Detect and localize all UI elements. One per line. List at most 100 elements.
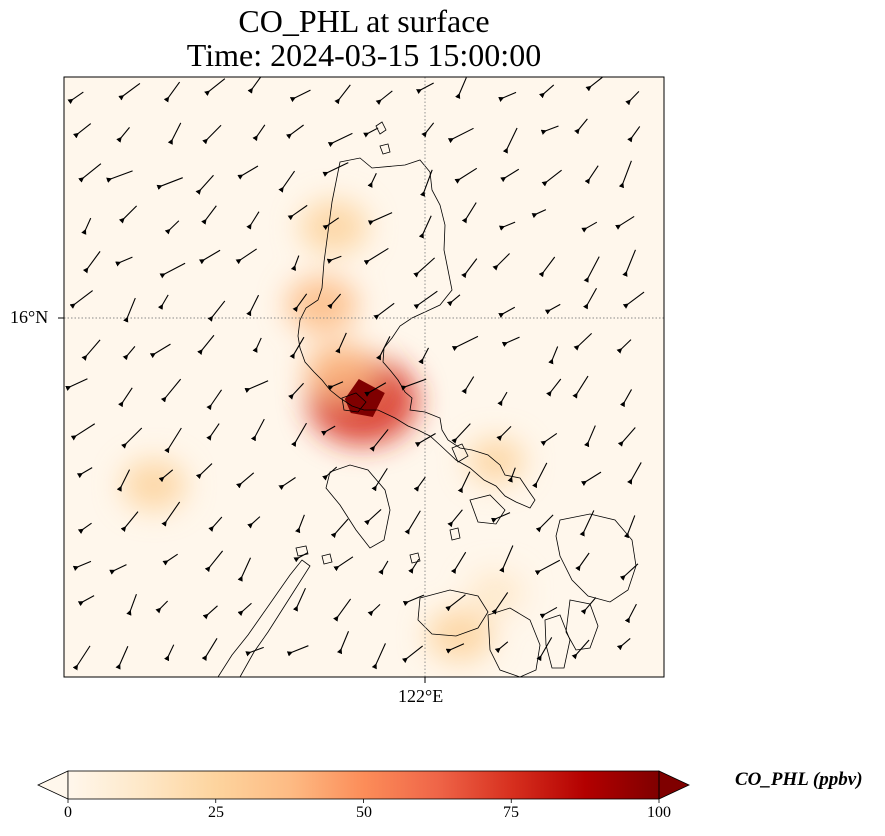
wind-arrow <box>400 378 427 391</box>
wind-arrow <box>237 557 252 582</box>
wind-arrow <box>496 426 512 441</box>
wind-arrow <box>540 433 558 446</box>
hotspot-northern-luzon <box>300 199 368 255</box>
wind-arrow <box>418 347 430 365</box>
wind-arrow <box>507 467 516 483</box>
laguna-lake <box>341 392 367 413</box>
wind-arrow <box>418 215 432 239</box>
wind-arrow <box>292 587 306 612</box>
wind-arrow <box>501 336 520 347</box>
wind-arrow <box>491 592 509 615</box>
wind-arrow <box>575 552 590 572</box>
wind-arrow <box>116 127 130 143</box>
wind-arrow <box>461 376 475 395</box>
wind-arrow <box>579 510 595 537</box>
wind-arrow <box>532 462 548 489</box>
wind-arrow <box>535 514 554 533</box>
wind-arrow <box>236 472 255 489</box>
wind-arrow <box>401 645 424 664</box>
wind-arrow <box>199 249 221 265</box>
wind-arrow <box>371 468 388 492</box>
wind-arrow <box>572 375 589 399</box>
wind-arrow <box>322 217 340 231</box>
wind-arrow <box>326 255 342 264</box>
samar-coastline <box>555 513 637 603</box>
wind-arrow <box>363 127 379 138</box>
babuyan-islet <box>379 143 391 155</box>
wind-arrow <box>582 288 597 310</box>
wind-arrow <box>539 606 558 619</box>
wind-arrow <box>413 290 438 310</box>
wind-arrow <box>250 418 265 442</box>
colorbar-tick-marks <box>67 799 660 803</box>
wind-arrow <box>77 595 95 607</box>
wind-arrow <box>321 425 336 436</box>
wind-arrow <box>616 638 631 651</box>
wind-arrow <box>204 78 226 96</box>
title-variable: CO_PHL at surface <box>238 3 490 39</box>
wind-arrow <box>584 165 599 185</box>
colorbar-tick-25: 25 <box>208 804 224 821</box>
wind-arrow <box>164 220 180 235</box>
wind-arrow <box>252 124 266 142</box>
wind-arrow <box>371 643 386 670</box>
wind-arrow <box>461 202 477 224</box>
wind-arrow <box>286 645 309 657</box>
wind-arrow <box>367 173 377 188</box>
wind-arrow <box>164 427 182 454</box>
map-frame <box>63 76 665 678</box>
wind-arrow <box>376 336 391 361</box>
wind-arrow <box>160 378 182 403</box>
wind-arrow <box>122 346 136 361</box>
wind-arrow <box>364 382 387 397</box>
wind-arrow <box>295 514 305 534</box>
wind-arrow <box>461 258 478 279</box>
wind-arrow <box>616 339 632 354</box>
wind-arrow <box>617 427 636 447</box>
wind-arrow <box>235 248 257 265</box>
wind-arrow <box>195 174 214 195</box>
wind-arrow <box>546 378 562 397</box>
panay-coastline <box>417 589 489 637</box>
colorbar-ramp <box>68 771 659 799</box>
colorbar-label: CO_PHL (ppbv) <box>735 769 863 790</box>
wind-arrow <box>375 90 393 106</box>
wind-arrow <box>278 170 296 193</box>
wind-arrow <box>402 594 425 607</box>
wind-arrow <box>627 462 642 485</box>
wind-arrow <box>498 221 516 231</box>
hotspot-south-china-sea-plume <box>121 459 187 511</box>
wind-arrow <box>322 162 349 177</box>
islet-c <box>409 552 421 564</box>
wind-arrow <box>364 509 382 526</box>
wind-arrow <box>369 429 389 452</box>
wind-arrow <box>531 209 547 219</box>
wind-arrow <box>367 212 393 226</box>
wind-arrow <box>447 509 463 528</box>
wind-arrow <box>72 645 91 671</box>
wind-arrow <box>202 124 222 145</box>
wind-arrow <box>548 346 559 365</box>
wind-arrow <box>498 91 517 102</box>
wind-arrow <box>622 291 645 309</box>
negros-coastline <box>487 607 541 677</box>
wind-arrow <box>327 132 353 148</box>
wind-arrow <box>446 294 461 307</box>
wind-arrow <box>245 646 264 657</box>
co-hotspot-cores <box>344 379 385 417</box>
wind-arrow <box>490 512 511 523</box>
islet-b <box>321 553 333 565</box>
wind-arrow <box>293 552 309 563</box>
hotspot-pangasinan <box>286 276 358 334</box>
wind-arrow <box>291 422 307 447</box>
colorbar <box>37 770 690 803</box>
wind-arrow <box>162 553 178 566</box>
wind-arrow <box>285 124 304 140</box>
wind-arrow <box>334 84 351 105</box>
wind-arrow <box>538 256 556 278</box>
wind-arrow <box>502 127 518 154</box>
wind-arrow <box>367 603 381 617</box>
lat-tick-label: 16°N <box>10 307 49 327</box>
luzon-coastline <box>297 157 536 509</box>
wind-arrow <box>289 89 311 103</box>
